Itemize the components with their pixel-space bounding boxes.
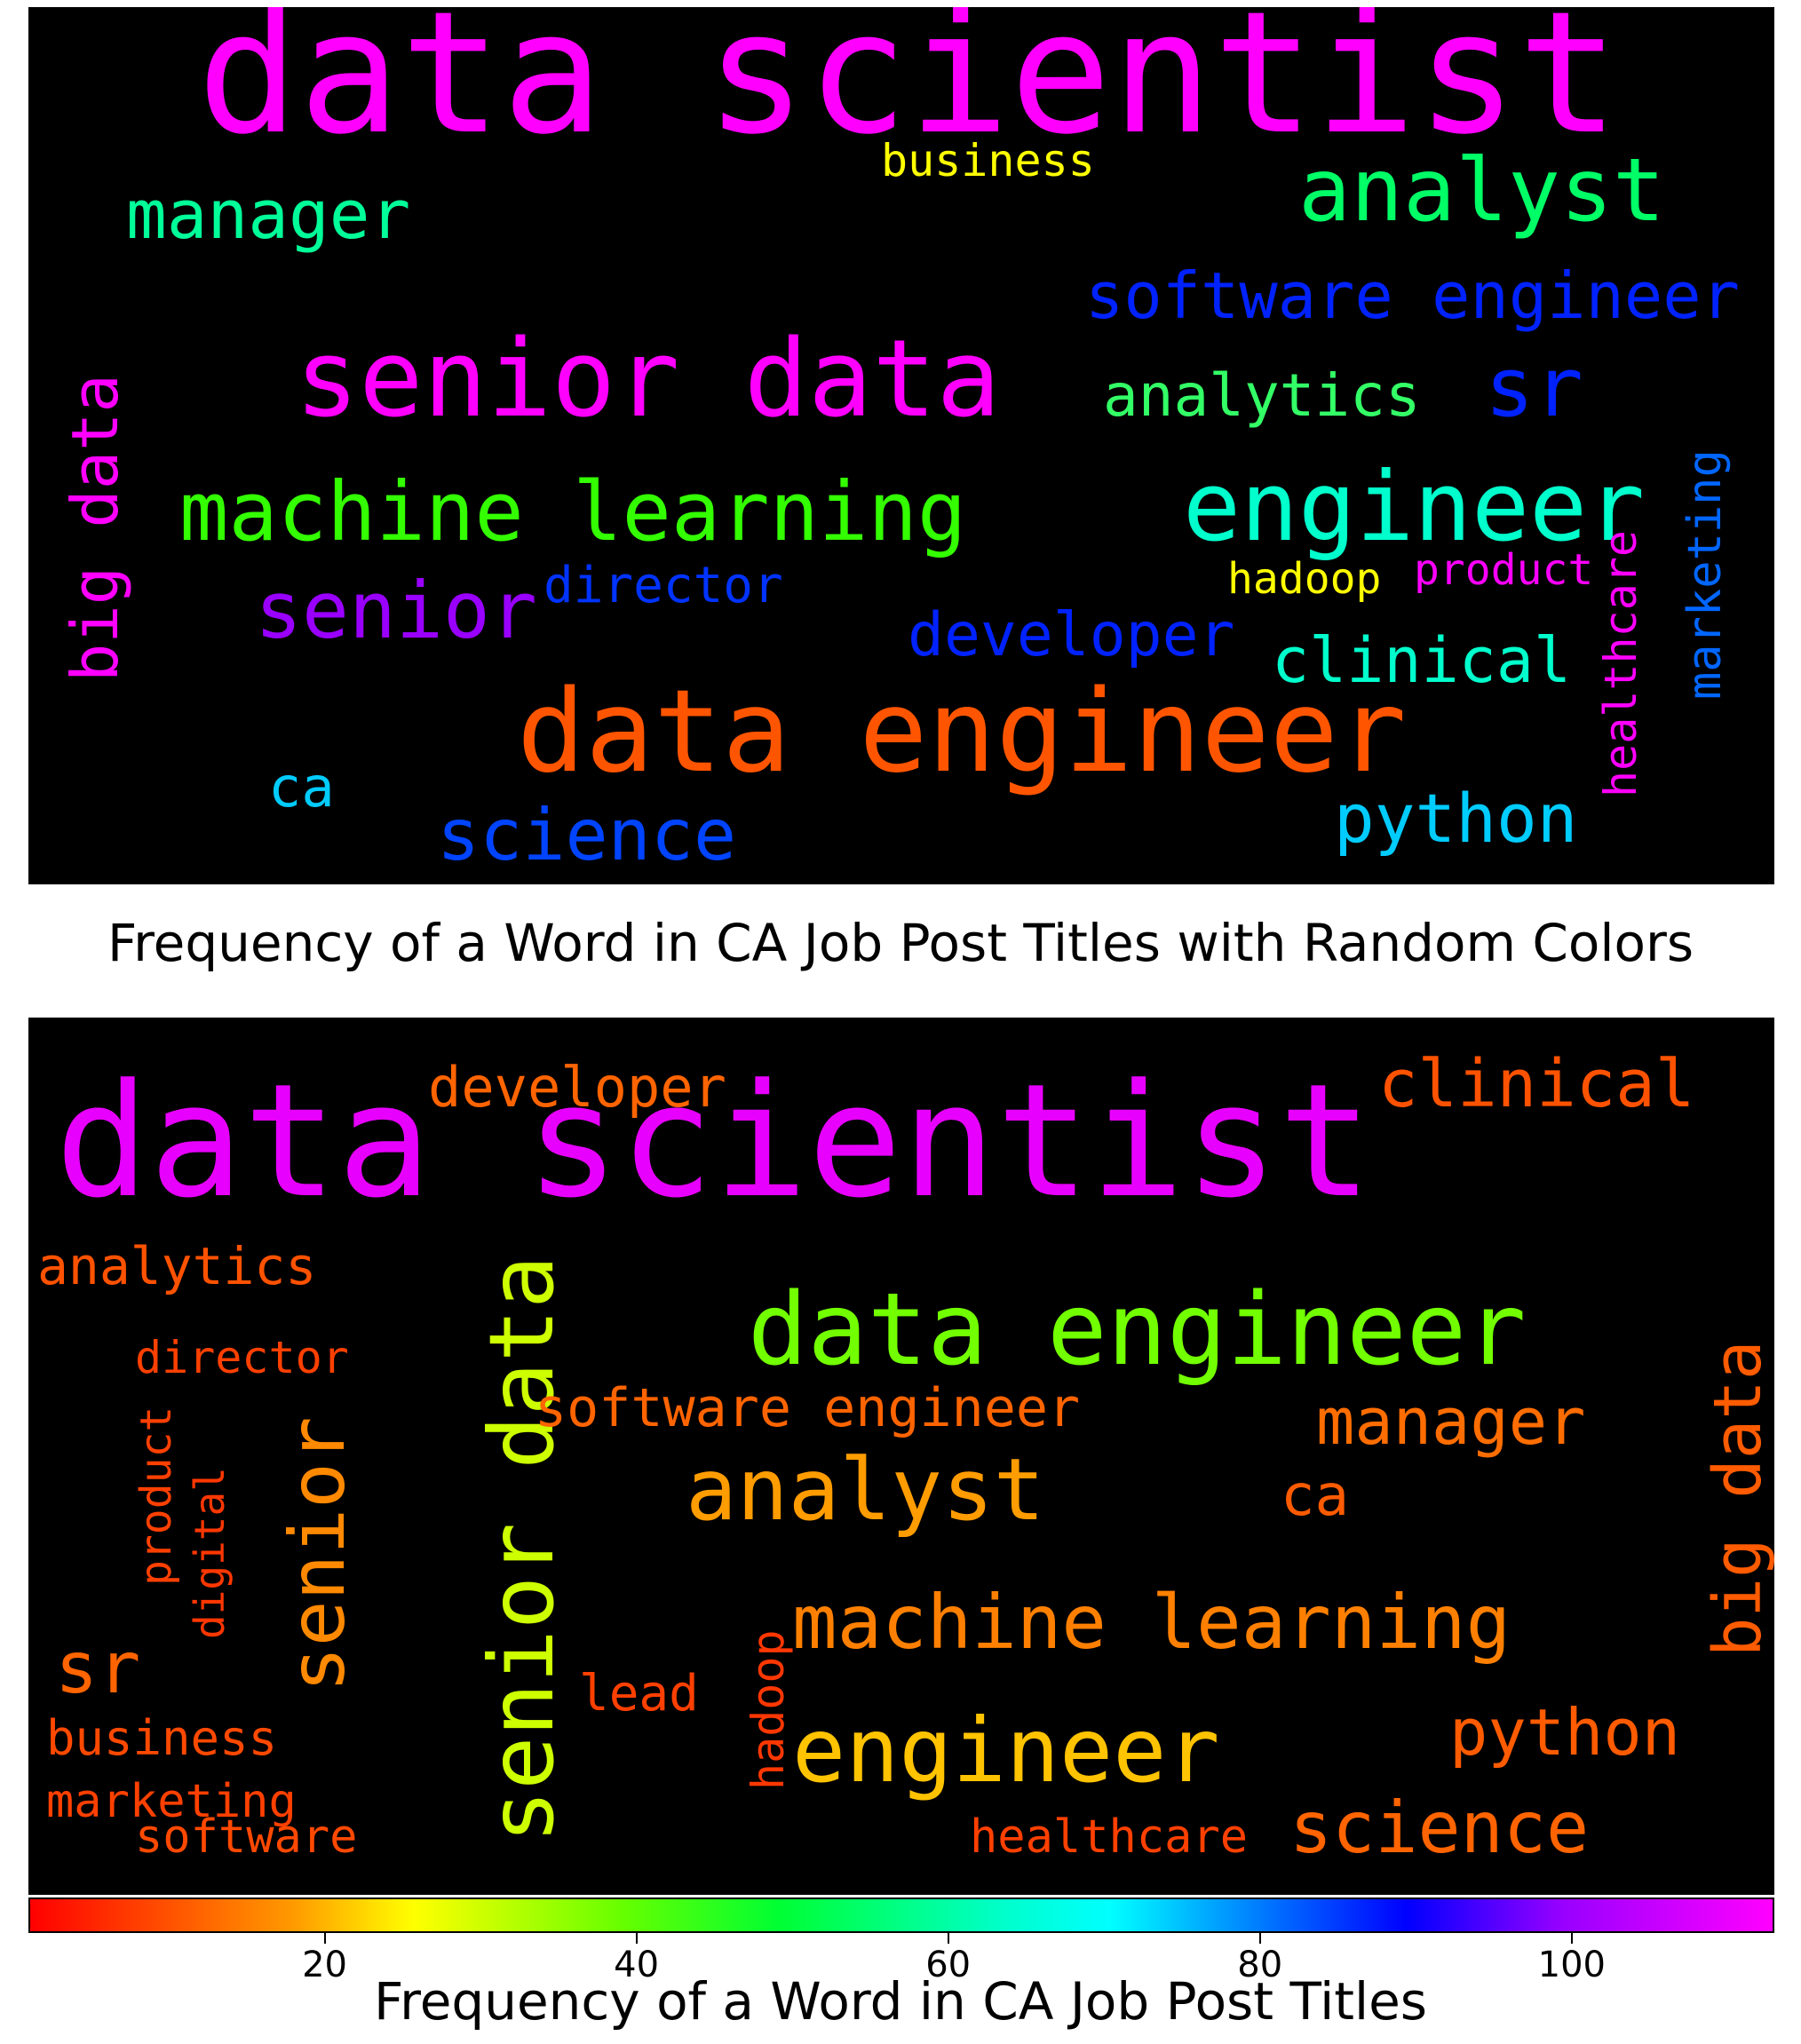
wordcloud-top-word: marketing <box>1678 449 1732 700</box>
colorbar-tick-mark <box>323 1933 326 1944</box>
wordcloud-bottom-word: analytics <box>37 1236 316 1296</box>
wordcloud-bottom-word: data engineer <box>748 1272 1527 1388</box>
wordcloud-bottom-word: software engineer <box>535 1377 1080 1439</box>
wordcloud-top-word: engineer <box>1183 452 1645 563</box>
chart-title-bottom: Frequency of a Word in CA Job Post Title… <box>374 1971 1427 2032</box>
colorbar-tick-label: 80 <box>1237 1945 1283 1985</box>
wordcloud-top-word: senior <box>255 565 537 656</box>
wordcloud-frequency-colors: data scientist data engineer senior data an… <box>28 1018 1774 1895</box>
wordcloud-bottom-word: manager <box>1316 1384 1585 1459</box>
wordcloud-bottom-word: hadoop <box>742 1629 794 1790</box>
wordcloud-bottom-word: business <box>46 1710 277 1766</box>
wordcloud-bottom-word: digital <box>186 1467 234 1639</box>
wordcloud-top-word: manager <box>126 175 410 254</box>
wordcloud-bottom-word: clinical <box>1378 1046 1694 1122</box>
colorbar-tick-mark <box>1570 1933 1573 1944</box>
chart-title-top: Frequency of a Word in CA Job Post Title… <box>107 913 1694 973</box>
wordcloud-top-word: software engineer <box>1085 258 1740 333</box>
wordcloud-top-word: business <box>881 135 1095 186</box>
wordcloud-bottom-word: product <box>131 1406 181 1586</box>
wordcloud-bottom-word: senior data <box>470 1256 574 1843</box>
wordcloud-top-canvas: data scientist senior data machine learnin… <box>58 7 1740 876</box>
wordcloud-bottom-word: software <box>135 1810 357 1864</box>
wordcloud-top-word: senior data <box>295 318 1001 441</box>
wordcloud-top-word: hadoop <box>1227 554 1381 604</box>
wordcloud-bottom-canvas: data scientist data engineer senior data an… <box>37 1046 1774 1869</box>
wordcloud-bottom-word: engineer <box>792 1699 1220 1802</box>
wordcloud-bottom-word: science <box>1289 1787 1589 1869</box>
wordcloud-bottom-word: sr <box>55 1627 140 1709</box>
wordcloud-random-colors: data scientist senior data machine learnin… <box>28 7 1774 884</box>
wordcloud-bottom-word: ca <box>1281 1463 1349 1529</box>
wordcloud-top-word: director <box>543 557 783 614</box>
wordcloud-bottom-word: python <box>1449 1695 1680 1770</box>
wordcloud-bottom-word: developer <box>428 1055 726 1120</box>
wordcloud-bottom-word: senior <box>274 1416 362 1692</box>
wordcloud-top-word: developer <box>908 600 1234 670</box>
colorbar-tick-label: 60 <box>925 1945 972 1985</box>
wordcloud-top-word: data engineer <box>517 666 1407 798</box>
wordcloud-top-word: python <box>1334 779 1578 858</box>
wordcloud-top-word: product <box>1414 545 1593 595</box>
wordcloud-top-word: analyst <box>1298 140 1665 242</box>
colorbar-tick-label: 40 <box>614 1945 660 1985</box>
wordcloud-top-word: sr <box>1485 340 1583 435</box>
colorbar-tick-mark <box>947 1933 949 1944</box>
wordcloud-top-word: machine learning <box>179 464 966 559</box>
wordcloud-bottom-word: data scientist <box>55 1050 1372 1232</box>
wordcloud-bottom-word: big data <box>1700 1341 1774 1657</box>
wordcloud-top-word: data scientist <box>197 7 1619 171</box>
wordcloud-top-word: ca <box>268 755 335 820</box>
wordcloud-top-word: clinical <box>1272 624 1571 697</box>
wordcloud-top-word: science <box>437 794 736 876</box>
colorbar-tick-mark <box>635 1933 638 1944</box>
wordcloud-bottom-word: director <box>135 1332 349 1383</box>
colorbar-tick-mark <box>1258 1933 1261 1944</box>
wordcloud-top-word: big data <box>58 374 132 682</box>
wordcloud-top-word: healthcare <box>1595 530 1646 797</box>
wordcloud-bottom-word: marketing <box>46 1775 297 1828</box>
wordcloud-bottom-word: healthcare <box>970 1810 1248 1864</box>
wordcloud-top-word: analytics <box>1103 361 1421 430</box>
wordcloud-bottom-word: analyst <box>686 1440 1045 1540</box>
colorbar-tick-label: 20 <box>302 1945 347 1985</box>
wordcloud-bottom-word: lead <box>579 1665 699 1723</box>
wordcloud-bottom-word: machine learning <box>792 1579 1511 1666</box>
colorbar-tick-label: 100 <box>1537 1945 1606 1985</box>
colorbar <box>28 1897 1774 1933</box>
